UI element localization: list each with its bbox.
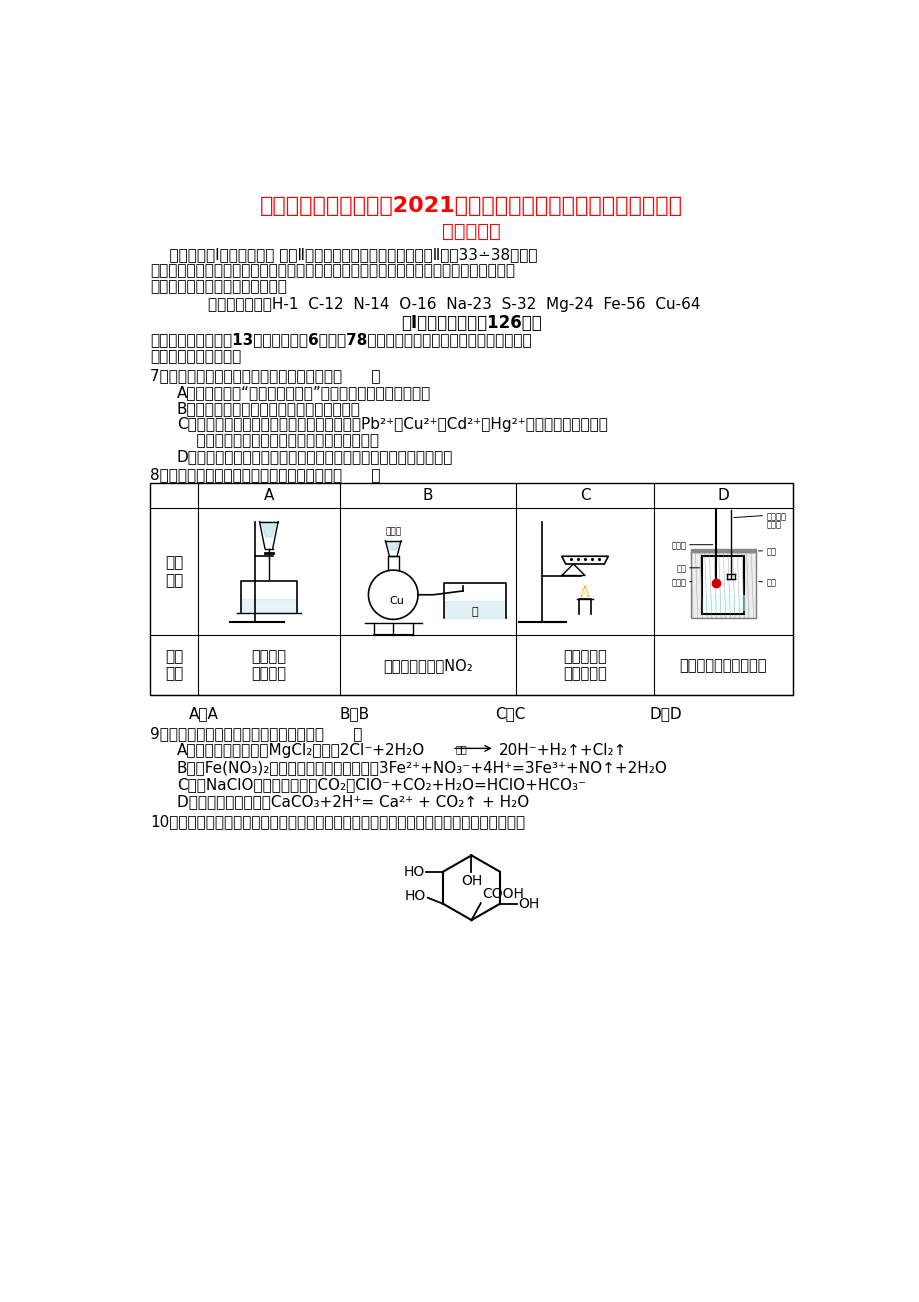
Polygon shape	[582, 589, 586, 595]
Text: 隔热层: 隔热层	[671, 578, 686, 587]
Text: HO: HO	[403, 865, 425, 879]
Text: 20H⁻+H₂↑+Cl₂↑: 20H⁻+H₂↑+Cl₂↑	[498, 743, 627, 758]
Text: 搅拌棒: 搅拌棒	[766, 519, 781, 529]
Text: C．纳米铁粉可以高效地去除被污染水体中的Pb²⁺、Cu²⁺、Cd²⁺、Hg²⁺等重金属离子，其本: C．纳米铁粉可以高效地去除被污染水体中的Pb²⁺、Cu²⁺、Cd²⁺、Hg²⁺等…	[176, 417, 607, 432]
Text: C．向NaClO溶液中通入少量CO₂：ClO⁻+CO₂+H₂O=HClO+HCO₃⁻: C．向NaClO溶液中通入少量CO₂：ClO⁻+CO₂+H₂O=HClO+HCO…	[176, 777, 585, 792]
Text: 杯盖: 杯盖	[766, 548, 776, 557]
Text: Cu: Cu	[390, 596, 404, 605]
Text: 制备并收集少量NO₂: 制备并收集少量NO₂	[383, 658, 472, 673]
Text: 实验
目的: 实验 目的	[165, 648, 183, 681]
Text: D: D	[717, 488, 729, 503]
Text: OH: OH	[517, 897, 539, 911]
Text: C: C	[579, 488, 590, 503]
Text: 除去苯中
混有的水: 除去苯中 混有的水	[251, 648, 286, 681]
Text: 第Ⅰ卷（选择题，共126分）: 第Ⅰ卷（选择题，共126分）	[401, 314, 541, 332]
Text: 后，将本试卷和答题卡一并交回。: 后，将本试卷和答题卡一并交回。	[150, 280, 287, 294]
Text: HO: HO	[404, 889, 425, 904]
Text: 8．用下列实验装置能达到相关实验目的的是（      ）: 8．用下列实验装置能达到相关实验目的的是（ ）	[150, 467, 380, 482]
Text: 10．奎尼酸是制备治疗艾滋病新药二咖啡酰奎尼酸的原料，其结构简式如图，下列有关奎尼: 10．奎尼酸是制备治疗艾滋病新药二咖啡酰奎尼酸的原料，其结构简式如图，下列有关奎…	[150, 814, 525, 829]
Text: 水: 水	[471, 607, 477, 617]
Text: 考题，其他题为必考题。考生作答时，将答案答在答题卡上，在本试卷上答题无效考试结束: 考题，其他题为必考题。考生作答时，将答案答在答题卡上，在本试卷上答题无效考试结束	[150, 263, 515, 279]
Text: 电解: 电解	[455, 743, 467, 754]
Text: D．电热水器用镁棒防止内胆腐蚀，原理是牺牲性阳极的阴极保护法: D．电热水器用镁棒防止内胆腐蚀，原理是牺牲性阳极的阴极保护法	[176, 449, 453, 464]
Text: 实验室焙烧
硫酸铜晶体: 实验室焙烧 硫酸铜晶体	[562, 648, 607, 681]
Text: 实验
装置: 实验 装置	[165, 556, 183, 589]
Text: 内筒: 内筒	[675, 565, 686, 574]
Text: 浓硝酸: 浓硝酸	[385, 527, 401, 536]
Text: B．向Fe(NO₃)₂稀溶液中滴加足量氢碘酸：3Fe²⁺+NO₃⁻+4H⁺=3Fe³⁺+NO↑+2H₂O: B．向Fe(NO₃)₂稀溶液中滴加足量氢碘酸：3Fe²⁺+NO₃⁻+4H⁺=3F…	[176, 760, 667, 775]
Text: 本试卷分第Ⅰ卷（选择题） 和第Ⅱ卷（非选择题）两部分，其中第Ⅱ卷第33∸38题为选: 本试卷分第Ⅰ卷（选择题） 和第Ⅱ卷（非选择题）两部分，其中第Ⅱ卷第33∸38题为…	[150, 247, 537, 262]
Text: 测定中和反应的反应热: 测定中和反应的反应热	[679, 658, 766, 673]
Text: 外壳: 外壳	[766, 578, 776, 587]
Bar	[702, 556, 743, 615]
Text: 环形玻璃: 环形玻璃	[766, 513, 786, 521]
Polygon shape	[261, 522, 277, 536]
Text: A: A	[264, 488, 274, 503]
Text: D．用醋酸除去水垢：CaCO₃+2H⁺= Ca²⁺ + CO₂↑ + H₂O: D．用醋酸除去水垢：CaCO₃+2H⁺= Ca²⁺ + CO₂↑ + H₂O	[176, 794, 528, 809]
Text: 甘肃省静宁县第一中学2021届高三化学上学期第三次模拟考试试题: 甘肃省静宁县第一中学2021届高三化学上学期第三次模拟考试试题	[260, 197, 682, 216]
Text: B．疫苗一般应冷藏存放，以避免蛋白质变性: B．疫苗一般应冷藏存放，以避免蛋白质变性	[176, 401, 360, 417]
Text: 项是符合题目要求的。: 项是符合题目要求的。	[150, 349, 241, 363]
Bar	[150, 483, 792, 695]
Text: COOH: COOH	[482, 887, 524, 901]
Polygon shape	[387, 543, 399, 549]
Text: （实验班）: （实验班）	[442, 221, 500, 241]
Text: 温度计: 温度计	[671, 542, 686, 551]
Bar	[690, 552, 755, 618]
Text: 相对原子质量：H-1  C-12  N-14  O-16  Na-23  S-32  Mg-24  Fe-56  Cu-64: 相对原子质量：H-1 C-12 N-14 O-16 Na-23 S-32 Mg-…	[208, 297, 699, 312]
Text: 9．下列指定反应的离子方程式正确的是（      ）: 9．下列指定反应的离子方程式正确的是（ ）	[150, 727, 362, 741]
Text: B: B	[423, 488, 433, 503]
Text: C．C: C．C	[494, 706, 525, 721]
Text: B．B: B．B	[339, 706, 369, 721]
Text: D．D: D．D	[649, 706, 682, 721]
Polygon shape	[581, 586, 588, 598]
Text: A．汉代烧制出“明如镜、声如磬”的瓷器，其主要原料为黏土: A．汉代烧制出“明如镜、声如磬”的瓷器，其主要原料为黏土	[176, 385, 431, 400]
Text: 一．选择题：本题共13小题，每小题6分，共78分。在每小题给出的四个选项中，只有一: 一．选择题：本题共13小题，每小题6分，共78分。在每小题给出的四个选项中，只有…	[150, 332, 531, 348]
Text: 7．化学与生活密切相关。下列说法错误的是（      ）: 7．化学与生活密切相关。下列说法错误的是（ ）	[150, 368, 380, 383]
Text: OH: OH	[460, 874, 482, 888]
Text: 质是纳米铁粉对重金属离子有较强的物理吸附: 质是纳米铁粉对重金属离子有较强的物理吸附	[176, 432, 379, 448]
Text: A．惰性电极电解饱和MgCl₂溶液：2Cl⁻+2H₂O: A．惰性电极电解饱和MgCl₂溶液：2Cl⁻+2H₂O	[176, 743, 425, 758]
Text: A．A: A．A	[188, 706, 219, 721]
